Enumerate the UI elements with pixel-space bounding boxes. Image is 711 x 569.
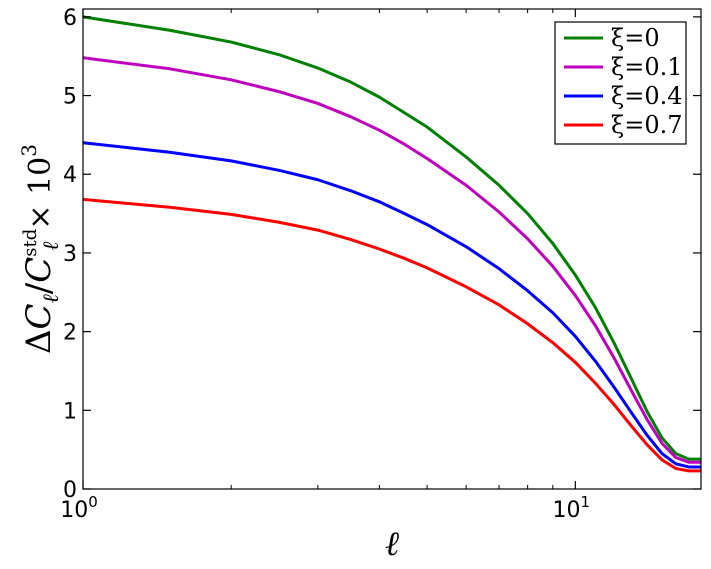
legend-label: ξ=0.1 — [611, 53, 683, 81]
y-tick-label: 0 — [63, 478, 77, 503]
x-tick-label: 101 — [553, 493, 591, 523]
y-axis-label: ΔCℓ/Cstdℓ× 103 — [17, 144, 64, 354]
legend-label: ξ=0 — [611, 24, 660, 52]
y-tick-label: 2 — [63, 321, 77, 346]
y-tick-label: 4 — [63, 163, 77, 188]
x-axis-label: ℓ — [385, 524, 399, 564]
axis-labels: ℓ ΔCℓ/Cstdℓ× 103 — [17, 144, 399, 564]
y-tick-label: 3 — [63, 242, 77, 267]
legend-label: ξ=0.7 — [611, 111, 683, 139]
legend: ξ=0ξ=0.1ξ=0.4ξ=0.7 — [554, 21, 687, 145]
series-line-1 — [83, 56, 701, 464]
series-line-2 — [83, 141, 701, 469]
axes: 0 1 2 3 4 5 6 100 101 — [60, 6, 702, 523]
y-tick-label: 5 — [63, 85, 77, 110]
axes-frame — [82, 8, 702, 490]
y-tick-label: 1 — [63, 399, 77, 424]
series-line-0 — [83, 15, 701, 461]
x-tick-label: 100 — [60, 493, 98, 523]
legend-label: ξ=0.4 — [611, 82, 683, 110]
series-line-3 — [83, 197, 701, 473]
y-tick-label: 6 — [63, 6, 77, 31]
plot-area — [83, 15, 701, 473]
